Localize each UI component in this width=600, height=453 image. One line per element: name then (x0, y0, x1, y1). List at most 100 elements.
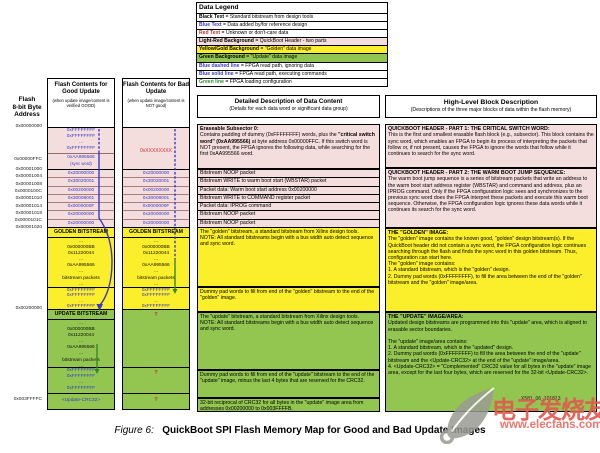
detail-column-title: Detailed Description of Data Content (234, 98, 343, 105)
mem-ellipsis: ... (79, 363, 83, 367)
bad-column-subtitle: (when update image/content is NOT good) (127, 98, 185, 108)
mem-word: 0xFFFFFFFF (66, 304, 96, 309)
detail-row: Bitstream NOOP packet (198, 218, 379, 227)
bitstream-packets: bitstream packets (62, 275, 100, 281)
figure-caption: Figure 6: QuickBoot SPI Flash Memory Map… (0, 425, 600, 436)
mem-word: 0x20000000 (123, 218, 189, 227)
address-0x00200000: 0x00200000 (15, 306, 42, 311)
mem-ellipsis: ... (154, 239, 158, 244)
legend-row-lightred-bg: Light-Red Background = QuickBoot Header … (197, 37, 387, 46)
mem-word: 0xFFFFFFFF (141, 304, 171, 309)
address-0x00001010: 0x00001010 (15, 196, 42, 202)
mem-word: 0x11220044 (67, 251, 95, 257)
address-0x00001004: 0x00001004 (15, 174, 42, 180)
legend-term: Light-Red Background (199, 38, 254, 45)
good-golden-pad: 0xFFFFFFFF 0xFFFFFFFF ... 0xFFFFFFFF (48, 287, 114, 309)
mem-word: 0x20000000 (48, 210, 114, 218)
good-column-header: Flash Contents for Good Update (when upd… (48, 79, 114, 128)
legend-row-gold-bg: Yellow/Gold Background = "Golden" data i… (197, 45, 387, 54)
detail-update-bitstream-text: The "update" bitstream, a standard bitst… (200, 314, 374, 333)
mem-word: 0xFFFFFFFF (141, 293, 171, 299)
legend-term: Yellow/Gold Background (199, 46, 260, 53)
mem-word: 0x30008001 (123, 193, 189, 202)
mem-word: 0x11220044 (67, 333, 95, 339)
legend-row-blue-text: Blue Text = Data added by/for reference … (197, 21, 387, 29)
detail-golden-bitstream: The "golden" bitstream, a standard bitst… (197, 227, 380, 287)
legend-term: Red Text (199, 30, 221, 37)
legend-term: Blue solid line (199, 70, 234, 77)
good-update-pad: 0xFFFFFFFF 0xFFFFFFFF ... 0xFFFFFFFF (48, 367, 114, 393)
data-legend: Data Legend Black Text = Standard bitstr… (196, 2, 388, 87)
mem-word: 0x20000000 (48, 218, 114, 227)
legend-row-red-text: Red Text = Unknown or don't-care data (197, 29, 387, 37)
detail-row: Bitstream WRITE to warm boot start (WBST… (198, 177, 379, 186)
detail-update-pad-text: Dummy pad words to fill from end of the … (200, 372, 375, 385)
mem-word: 0xFFFFFFFF (141, 288, 171, 293)
update-crc32-word: <Update-CRC32> (61, 398, 101, 403)
block-heading: THE "UPDATE" IMAGE/AREA: (388, 314, 464, 320)
address-0x00000FFC: 0x00000FFC (14, 157, 42, 162)
address-0x00001008: 0x00001008 (15, 181, 42, 187)
address-0x00000000: 0x00000000 (15, 124, 42, 129)
address-0x0000101C: 0x0000101C (14, 218, 42, 224)
good-jump-sequence: 0x20000000 0x30020001 0x00200000 0x30008… (48, 169, 114, 227)
block-column-subtitle: (Descriptions of the three major blocks … (410, 107, 572, 113)
legend-rest: = Standard bitstream from design tools (224, 14, 314, 20)
unknown-question-mark: ? (154, 370, 158, 376)
mem-ellipsis: ... (79, 140, 83, 146)
good-subsector0: 0xFFFFFFFF 0xFFFFFFFF ... 0xFFFFFFFF 0xA… (48, 128, 114, 169)
legend-title: Data Legend (199, 4, 239, 11)
mem-word: 0x000000BB (67, 327, 95, 333)
update-bitstream-header: UPDATE BITSTREAM (48, 310, 114, 320)
mem-ellipsis: ... (79, 281, 83, 287)
block-heading: QUICKBOOT HEADER - PART 1: THE CRITICAL … (388, 126, 550, 132)
legend-row-black-text: Black Text = Standard bitstream from des… (197, 13, 387, 21)
unknown-word: 0xXXXXXXXX (140, 148, 172, 154)
mem-word: 0xFFFFFFFF (66, 288, 96, 293)
figure-id-tag: X581_06_101813 (521, 396, 561, 402)
detail-s0-body: Contains padding of dummy (0xFFFFFFFF) w… (200, 132, 377, 157)
mem-word: 0x000000BB (142, 245, 170, 251)
address-0x00001020: 0x00001020 (15, 225, 42, 230)
block-heading: QUICKBOOT HEADER - PART 2: THE WARM BOOT… (388, 170, 566, 176)
legend-row-blue-dashed: Blue dashed line = FPGA read path, ignor… (197, 61, 387, 70)
mem-word: 0xFFFFFFFF (66, 128, 96, 133)
good-update-column: Flash Contents for Good Update (when upd… (47, 78, 115, 410)
good-update-crc: <Update-CRC32> (48, 393, 114, 409)
detail-update-pad: Dummy pad words to fill from end of the … (197, 370, 380, 398)
good-golden-bitstream: GOLDEN BITSTREAM ... 0x000000BB 0x112200… (48, 227, 114, 287)
bitstream-packets: bitstream packets (62, 357, 100, 363)
legend-term: Black Text (199, 14, 225, 20)
mem-ellipsis: ... (154, 298, 158, 304)
mem-word: 0xFFFFFFFF (66, 374, 96, 379)
unknown-question-mark: ? (154, 397, 158, 403)
bad-update-crc: ? (123, 393, 189, 409)
block-golden-image: THE "GOLDEN" IMAGE: The "golden" image c… (385, 228, 597, 312)
mem-word: 0x0000000F (123, 202, 189, 210)
bad-golden-bitstream: GOLDEN BITSTREAM ... 0x000000BB 0x112200… (123, 227, 189, 287)
sync-word: 0xAA995566 (67, 263, 95, 269)
block-body: The "golden" image contains the known go… (388, 236, 587, 286)
detail-golden-pad: Dummy pad words to fill from end of the … (197, 287, 380, 312)
legend-row-green-bg: Green Background = "Update" data image (197, 53, 387, 62)
detail-s0-bold: "critical switch word" (0xAA995566) (200, 132, 375, 145)
sync-word: 0xAA995566 (67, 345, 95, 351)
legend-term: Green line (199, 78, 224, 85)
block-body: The warm boot jump sequence is a series … (388, 176, 588, 214)
address-0x003FFFFC: 0x003FFFFC (13, 397, 42, 402)
bad-jump-sequence: 0x20000000 0x30020001 0x00200000 0x30008… (123, 169, 189, 227)
detail-row: Bitstream NOOP packet (198, 210, 379, 219)
block-header-part2: QUICKBOOT HEADER - PART 2: THE WARM BOOT… (385, 168, 597, 228)
mem-word: 0x30008001 (48, 193, 114, 202)
legend-rest: = Unknown or don't-care data (220, 30, 289, 37)
bad-golden-pad: 0xFFFFFFFF 0xFFFFFFFF ... 0xFFFFFFFF (123, 287, 189, 309)
block-body: This is the first and smallest erasable … (388, 132, 594, 158)
detail-update-crc: 32-bit reciprocal of CRC32 for all bytes… (197, 398, 380, 412)
mem-ellipsis: ... (79, 298, 83, 304)
legend-rest: = "Golden" data image (259, 46, 312, 53)
mem-word: 0xFFFFFFFF (66, 134, 96, 140)
detail-column-subtitle: (Details for each data word or significa… (229, 106, 348, 112)
mem-word: 0x30020001 (48, 177, 114, 185)
legend-row-blue-solid: Blue solid line = FPGA read path, execut… (197, 69, 387, 78)
